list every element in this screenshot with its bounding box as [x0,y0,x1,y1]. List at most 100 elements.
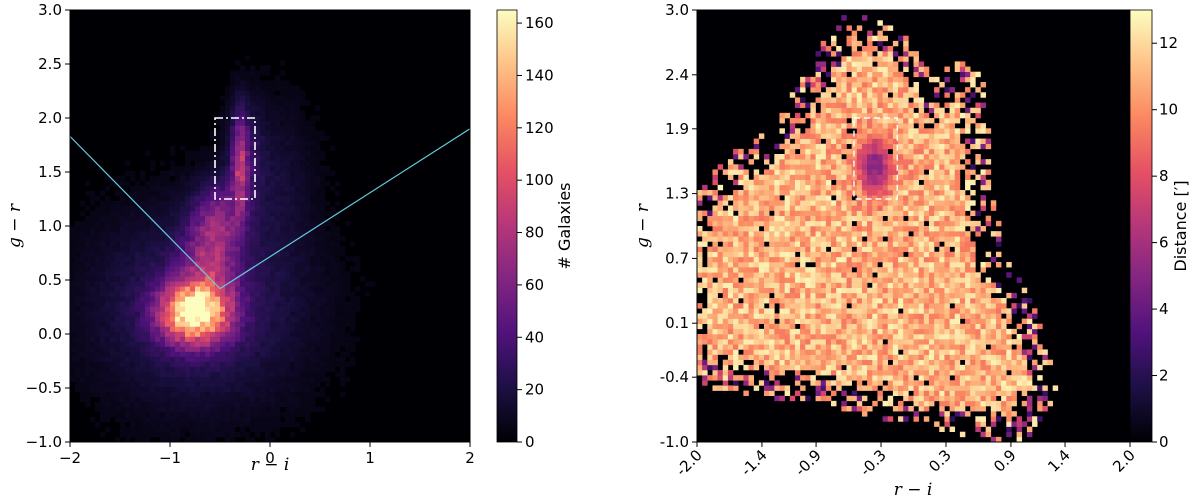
heatmap-cell [872,143,878,150]
heatmap-cell [805,112,811,119]
heatmap-cell [205,195,211,202]
heatmap-cell [722,318,729,325]
heatmap-cell [820,220,827,227]
heatmap-cell [856,174,863,181]
heatmap-cell [170,351,176,357]
heatmap-cell [310,371,316,377]
heatmap-cell [165,321,171,327]
heatmap-cell [320,281,326,287]
heatmap-cell [774,370,780,376]
heatmap-cell [285,331,291,337]
heatmap-cell [330,170,336,177]
heatmap-cell [295,165,301,172]
heatmap-cell [220,95,226,101]
heatmap-cell [225,105,231,111]
right-heatmap-cells [697,15,1059,443]
heatmap-cell [300,311,306,317]
heatmap-cell [774,380,780,386]
heatmap-cell [230,241,236,247]
heatmap-cell [110,396,116,403]
heatmap-cell [300,271,306,277]
heatmap-cell [794,184,801,191]
heatmap-cell [305,381,311,388]
heatmap-cell [145,150,151,156]
heatmap-cell [285,226,291,232]
heatmap-cell [784,133,791,139]
heatmap-cell [255,376,261,383]
heatmap-cell [856,370,863,376]
heatmap-cell [335,241,341,247]
heatmap-cell [285,246,291,252]
heatmap-cell [195,351,201,357]
heatmap-cell [80,366,86,372]
heatmap-cell [846,334,852,340]
heatmap-cell [270,125,276,131]
heatmap-cell [185,150,191,156]
heatmap-cell [820,40,827,47]
heatmap-cell [230,75,236,81]
heatmap-cell [727,215,734,222]
heatmap-cell [90,200,96,207]
heatmap-cell [310,296,316,302]
heatmap-cell [753,308,760,314]
heatmap-cell [255,180,261,187]
heatmap-cell [784,164,791,170]
heatmap-cell [105,210,111,217]
heatmap-cell [315,346,321,352]
heatmap-cell [175,215,181,222]
heatmap-cell [220,155,226,161]
heatmap-cell [320,251,326,257]
heatmap-cell [836,359,842,366]
heatmap-cell [305,165,311,172]
heatmap-cell [110,391,116,398]
heatmap-cell [769,359,775,366]
heatmap-cell [235,421,241,428]
heatmap-cell [831,51,837,57]
heatmap-cell [856,169,863,175]
heatmap-cell [235,110,241,116]
heatmap-cell [712,169,718,175]
heatmap-cell [810,205,816,211]
heatmap-cell [160,306,166,312]
heatmap-cell [155,341,161,347]
heatmap-cell [140,306,146,312]
heatmap-cell [748,303,754,309]
heatmap-cell [250,381,256,388]
heatmap-cell [325,291,331,297]
heatmap-cell [794,370,801,376]
heatmap-cell [195,401,201,408]
heatmap-cell [335,321,341,327]
heatmap-cell [180,180,186,187]
heatmap-cell [125,386,131,393]
heatmap-cell [769,385,775,391]
heatmap-cell [195,185,201,192]
heatmap-cell [335,306,341,312]
heatmap-cell [877,308,883,314]
heatmap-cell [275,281,281,287]
heatmap-cell [774,184,780,191]
heatmap-cell [140,366,146,372]
heatmap-cell [846,154,852,160]
heatmap-cell [115,175,121,182]
heatmap-cell [255,220,261,227]
heatmap-cell [856,318,863,325]
heatmap-cell [846,92,852,98]
heatmap-cell [220,391,226,398]
heatmap-cell [115,276,121,282]
heatmap-cell [867,143,873,150]
heatmap-cell [185,226,191,232]
heatmap-cell [800,251,806,258]
heatmap-cell [280,231,286,237]
heatmap-cell [810,251,816,258]
heatmap-cell [240,170,246,177]
heatmap-cell [305,261,311,267]
heatmap-cell [733,308,739,314]
heatmap-cell [120,236,126,242]
heatmap-cell [115,205,121,212]
heatmap-cell [764,354,770,361]
heatmap-cell [784,390,791,397]
heatmap-cell [831,184,837,191]
heatmap-cell [789,272,796,278]
heatmap-cell [180,336,186,342]
heatmap-cell [794,143,801,150]
